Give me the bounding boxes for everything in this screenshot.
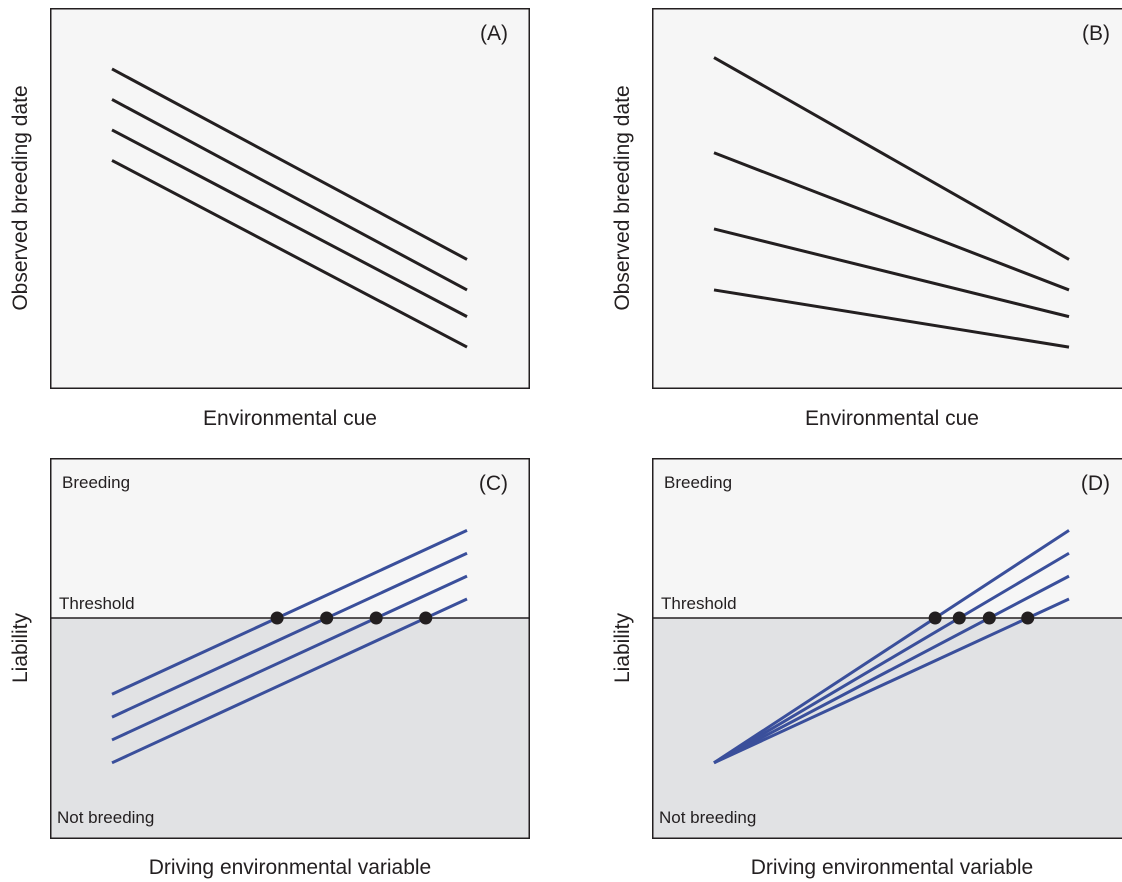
panel-d-line-4 xyxy=(713,597,1070,765)
panel-b-letter: (B) xyxy=(1082,22,1110,45)
panel-c-threshold-points xyxy=(270,611,433,625)
panel-b-plot xyxy=(652,8,1122,389)
panel-c-x-axis-label: Driving environmental variable xyxy=(148,856,432,879)
panel-d-liability-lines xyxy=(713,529,1070,765)
panel-c-threshold-label: Threshold xyxy=(59,594,135,613)
panel-c-line-1 xyxy=(111,529,468,696)
panel-d-not-breeding-label: Not breeding xyxy=(659,808,757,827)
panel-d-threshold-point-4 xyxy=(1021,611,1035,625)
panel-b-response-lines xyxy=(713,56,1070,349)
panel-b-y-axis-label: Observed breeding date xyxy=(611,85,634,311)
panel-d-y-axis-label: Liability xyxy=(611,612,634,684)
panel-d-line-1 xyxy=(713,529,1070,765)
panel-a-background xyxy=(50,8,530,389)
panel-a-letter: (A) xyxy=(480,22,508,45)
panel-a-line-1 xyxy=(111,67,468,261)
panel-b-line-1 xyxy=(713,56,1070,261)
panel-d-letter: (D) xyxy=(1080,472,1110,495)
panel-b-x-axis-label: Environmental cue xyxy=(805,407,979,430)
panel-c-line-3 xyxy=(111,574,468,742)
panel-d-breeding-label: Breeding xyxy=(664,473,733,492)
panel-b-frame xyxy=(652,8,1122,389)
panel-b-background xyxy=(652,8,1122,389)
panel-d-plot xyxy=(652,458,1122,839)
panel-d-threshold-point-3 xyxy=(982,611,996,625)
panel-a-response-lines xyxy=(111,67,468,349)
panel-c-liability-lines xyxy=(111,529,468,765)
panel-d-threshold-point-2 xyxy=(952,611,966,625)
panel-c-letter: (C) xyxy=(478,472,508,495)
panel-d-line-2 xyxy=(713,551,1070,765)
panel-d-line-3 xyxy=(713,574,1070,765)
panel-c-line-4 xyxy=(111,597,468,765)
panel-d-threshold-point-1 xyxy=(928,611,942,625)
panel-d-x-axis-label: Driving environmental variable xyxy=(750,856,1034,879)
panel-b-line-4 xyxy=(713,288,1070,349)
panel-a-x-axis-label: Environmental cue xyxy=(203,407,377,430)
panel-d-not-breeding-region xyxy=(652,618,1122,839)
panel-b-line-3 xyxy=(713,227,1070,319)
panel-d: (D) Breeding Threshold Not breeding xyxy=(652,458,1122,839)
panel-a-plot xyxy=(50,8,530,389)
panel-a: (A) xyxy=(50,8,530,389)
panel-a-frame xyxy=(50,8,530,389)
panel-c-threshold-point-2 xyxy=(320,611,334,625)
panel-c-threshold-point-4 xyxy=(419,611,433,625)
panel-c-breeding-label: Breeding xyxy=(62,473,131,492)
panel-d-threshold-points xyxy=(928,611,1035,625)
panel-c-plot xyxy=(50,458,530,839)
panel-d-threshold-label: Threshold xyxy=(661,594,737,613)
panel-c-not-breeding-region xyxy=(50,618,530,839)
panel-a-line-3 xyxy=(111,128,468,318)
panel-b: (B) xyxy=(652,8,1122,389)
panel-a-line-4 xyxy=(111,159,468,349)
panel-d-frame xyxy=(652,458,1122,839)
panel-c-threshold-point-1 xyxy=(270,611,284,625)
panel-c: (C) Breeding Threshold Not breeding xyxy=(50,458,530,839)
panel-b-line-2 xyxy=(713,151,1070,292)
panel-a-y-axis-label: Observed breeding date xyxy=(9,85,32,311)
panel-c-y-axis-label: Liability xyxy=(9,612,32,684)
panel-c-frame xyxy=(50,458,530,839)
panel-a-line-2 xyxy=(111,98,468,292)
panel-c-threshold-point-3 xyxy=(369,611,383,625)
panel-c-line-2 xyxy=(111,551,468,719)
panel-c-not-breeding-label: Not breeding xyxy=(57,808,155,827)
